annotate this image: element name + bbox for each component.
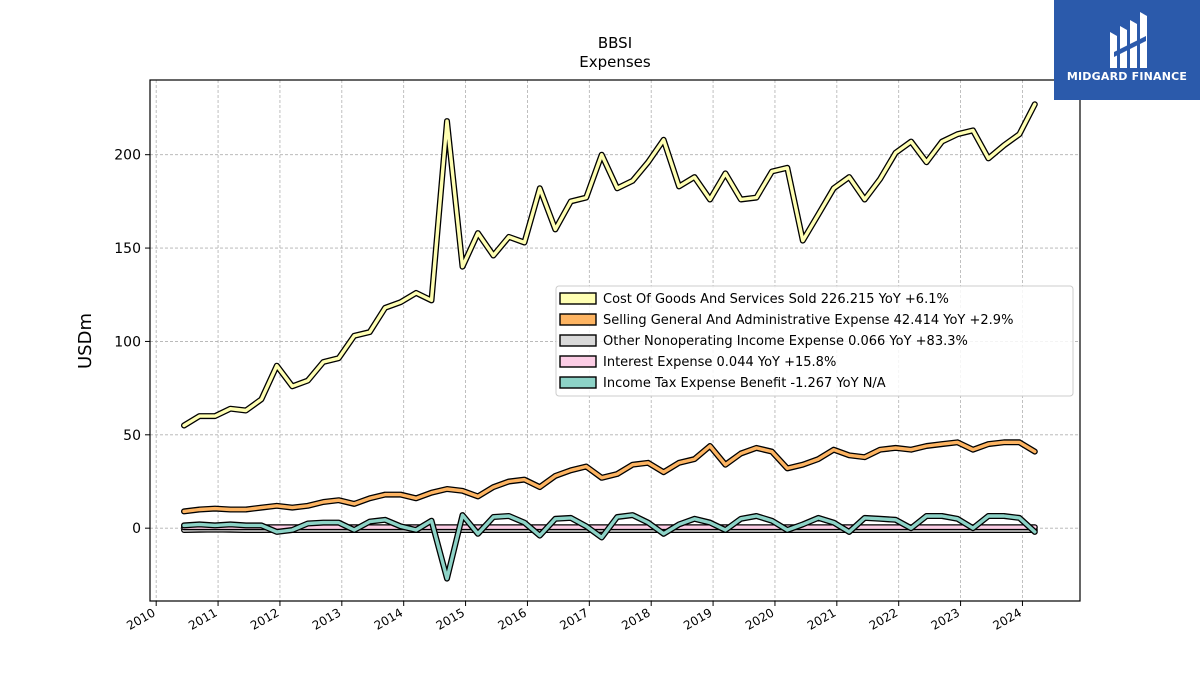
legend-swatch: [559, 355, 597, 368]
y-tick-label: 50: [123, 428, 141, 444]
y-tick-label: 200: [114, 148, 141, 164]
x-tick-label: 2022: [867, 605, 900, 632]
x-tick-label: 2023: [929, 605, 962, 632]
x-tick-label: 2018: [619, 605, 652, 632]
legend-swatch: [559, 376, 597, 389]
x-tick-label: 2015: [434, 605, 467, 632]
legend-label: Interest Expense 0.044 YoY +15.8%: [603, 355, 836, 370]
plot-frame: [149, 79, 1081, 602]
legend-label: Selling General And Administrative Expen…: [603, 313, 1013, 328]
legend: Cost Of Goods And Services Sold 226.215 …: [555, 285, 1074, 397]
series-cost-of-goods-and-services-sold: [181, 101, 1038, 429]
x-tick-label: 2020: [743, 605, 776, 632]
x-tick-label: 2013: [310, 605, 343, 632]
series-line: [182, 513, 1037, 581]
y-tick-label: 150: [114, 241, 141, 257]
x-tick-label: 2010: [124, 605, 157, 632]
series-layer: [181, 101, 1038, 582]
series-income-tax-expense-benefit: [181, 512, 1038, 582]
chart-subtitle: Expenses: [579, 53, 651, 71]
y-tick-label: 100: [114, 334, 141, 350]
legend-label: Income Tax Expense Benefit -1.267 YoY N/…: [603, 376, 886, 391]
logo-mark-icon: [1110, 12, 1147, 68]
chart-title: BBSI: [598, 34, 632, 52]
legend-swatch: [559, 313, 597, 326]
legend-swatch: [559, 292, 597, 305]
x-tick-label: 2019: [681, 605, 714, 632]
legend-swatch: [559, 334, 597, 347]
y-axis-label: USDm: [75, 313, 96, 369]
series-line: [182, 440, 1037, 514]
logo-text: MIDGARD FINANCE: [1066, 70, 1188, 83]
y-tick-label: 0: [132, 521, 141, 537]
x-tick-label: 2016: [495, 605, 528, 632]
x-tick-label: 2017: [557, 605, 590, 632]
x-tick-label: 2021: [805, 605, 838, 632]
x-tick-label: 2012: [248, 605, 281, 632]
legend-label: Other Nonoperating Income Expense 0.066 …: [603, 334, 968, 349]
legend-label: Cost Of Goods And Services Sold 226.215 …: [603, 292, 949, 307]
series-selling-general-and-administrative-expense: [181, 439, 1038, 515]
x-tick-label: 2011: [186, 605, 219, 632]
midgard-finance-logo: MIDGARD FINANCE: [1054, 0, 1200, 100]
x-tick-label: 2024: [991, 605, 1024, 632]
y-axis: 0 50 100 150 200: [114, 148, 150, 537]
x-axis: 2010 2011 2012 2013 2014 2015 2016 2017 2018 2019…: [124, 601, 1024, 633]
x-tick-label: 2014: [372, 605, 405, 632]
legend-box: [555, 285, 1074, 397]
series-line: [182, 102, 1037, 428]
